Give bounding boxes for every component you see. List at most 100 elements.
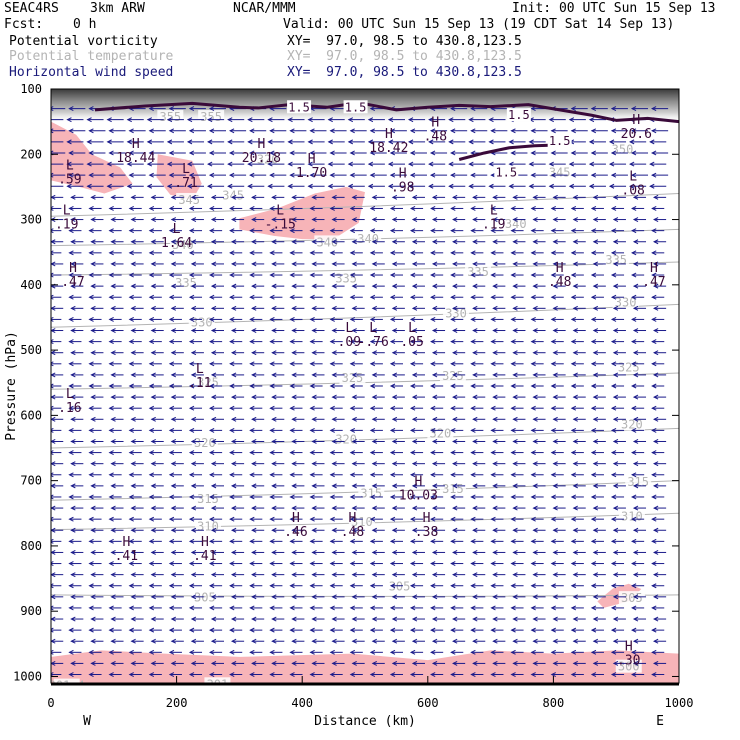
wind-vector	[409, 361, 424, 367]
wind-vector	[289, 272, 303, 278]
wind-vector	[208, 106, 227, 112]
wind-vector	[492, 217, 506, 222]
wind-vector	[632, 261, 647, 267]
wind-vector	[552, 416, 566, 422]
wind-vector	[351, 550, 365, 555]
extremum-marker: L	[629, 170, 637, 185]
wind-vector	[51, 161, 64, 167]
wind-vector	[472, 638, 486, 644]
pv-label-bg	[506, 108, 531, 122]
wind-vector	[329, 206, 343, 211]
wind-vector	[570, 427, 584, 433]
wind-vector	[490, 472, 504, 478]
wind-vector	[349, 427, 363, 433]
wind-vector	[51, 239, 64, 245]
wind-vector	[269, 516, 283, 522]
wind-vector	[51, 261, 64, 267]
wind-vector	[490, 405, 504, 411]
wind-vector	[651, 561, 665, 566]
wind-vector	[251, 638, 265, 644]
wind-vector	[208, 128, 227, 134]
wind-vector	[550, 383, 564, 389]
wind-vector	[409, 672, 424, 677]
wind-vector	[271, 505, 285, 511]
wind-vector	[452, 483, 466, 489]
wind-vector	[411, 217, 425, 222]
wind-vector	[632, 283, 647, 289]
wind-vector	[430, 383, 444, 389]
wind-vector	[309, 128, 327, 134]
wind-vector	[311, 461, 325, 467]
wind-vector	[51, 128, 66, 134]
wind-vector	[329, 228, 343, 234]
wind-vector	[612, 261, 626, 267]
wind-vector	[210, 261, 225, 267]
theta-label-bg	[204, 677, 231, 683]
wind-vector	[391, 550, 405, 555]
wind-vector	[289, 538, 303, 544]
wind-vector	[492, 416, 506, 422]
wind-vector	[512, 638, 526, 644]
wind-vector	[251, 439, 265, 444]
wind-vector	[210, 350, 225, 356]
wind-vector	[450, 339, 464, 345]
wind-vector	[251, 527, 265, 533]
wind-vector	[269, 427, 283, 433]
wind-vector	[472, 305, 486, 311]
extremum-marker: L	[66, 387, 74, 402]
wind-vector	[150, 505, 164, 511]
wind-vector	[552, 572, 566, 578]
wind-vector	[452, 239, 466, 245]
extremum-marker: L	[196, 362, 204, 377]
wind-vector	[470, 427, 484, 433]
theta-contour-label: 345	[549, 166, 571, 180]
wind-vector	[369, 450, 383, 456]
wind-vector	[371, 217, 385, 222]
wind-vector	[570, 206, 584, 211]
wind-vector	[351, 283, 365, 289]
extremum-value: .46	[284, 525, 307, 540]
wind-vector	[409, 627, 424, 633]
wind-vector	[329, 605, 343, 611]
wind-vector	[291, 505, 305, 511]
wind-vector	[110, 594, 124, 600]
wind-vector	[612, 283, 626, 289]
wind-vector	[190, 239, 204, 245]
wind-vector	[271, 283, 285, 289]
y-tick-label: 500	[20, 343, 42, 357]
wind-vector	[70, 572, 84, 578]
wind-vector	[271, 616, 285, 622]
wind-vector	[309, 472, 323, 478]
wind-vector	[291, 261, 305, 267]
wind-vector	[492, 550, 506, 555]
wind-vector	[351, 439, 365, 444]
wind-vector	[110, 261, 124, 267]
wind-vector	[369, 627, 383, 633]
wind-vector	[371, 439, 385, 444]
wind-vector	[411, 394, 425, 400]
wind-vector	[106, 139, 124, 145]
wind-vector	[351, 305, 365, 311]
y-axis-title: Pressure (hPa)	[4, 331, 19, 441]
wind-vector	[550, 250, 564, 256]
wind-vector	[90, 439, 104, 444]
wind-vector	[170, 638, 184, 644]
wind-vector	[291, 461, 305, 467]
wind-vector	[108, 472, 122, 478]
wind-vector	[391, 527, 405, 533]
wind-vector	[349, 450, 363, 456]
wind-vector	[570, 228, 584, 234]
wind-vector	[289, 316, 303, 322]
wind-vector	[251, 572, 265, 578]
wind-speed-shade-4	[51, 650, 679, 683]
wind-vector	[431, 550, 446, 555]
wind-vector	[512, 416, 526, 422]
wind-vector	[66, 117, 84, 123]
wind-vector	[409, 583, 424, 589]
wind-vector	[389, 228, 403, 234]
wind-vector	[108, 172, 126, 178]
wind-vector	[249, 361, 263, 367]
wind-vector	[472, 594, 486, 600]
wind-vector	[632, 483, 647, 489]
wind-vector	[448, 117, 466, 123]
